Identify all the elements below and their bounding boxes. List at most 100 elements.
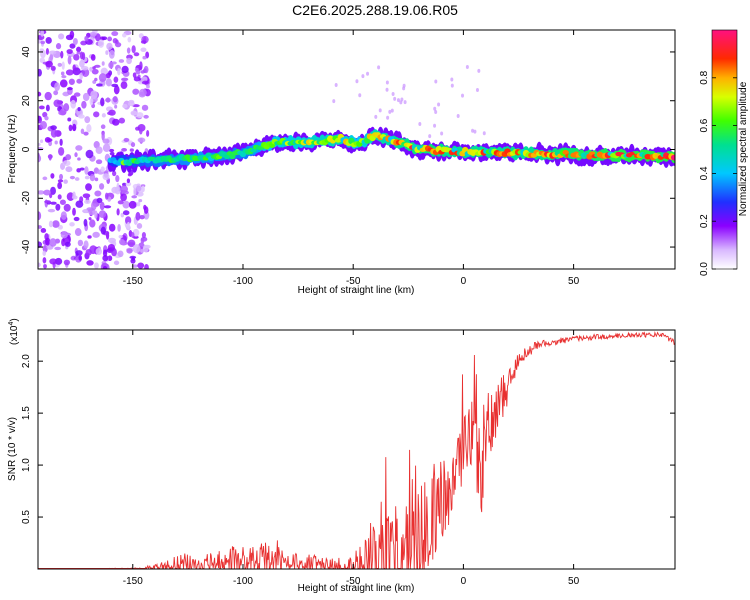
noise-speckle: [63, 259, 70, 266]
noise-speckle: [137, 262, 145, 269]
noise-speckle: [78, 114, 85, 119]
noise-speckle: [69, 30, 75, 39]
noise-speckle: [57, 194, 62, 200]
noise-speckle: [38, 142, 41, 147]
noise-speckle: [38, 68, 42, 77]
noise-speckle: [92, 231, 100, 238]
noise-speckle: [126, 248, 133, 254]
noise-speckle: [73, 53, 80, 61]
noise-speckle: [118, 117, 126, 124]
noise-speckle: [67, 117, 72, 122]
noise-speckle: [116, 182, 120, 192]
noise-speckle: [108, 148, 115, 153]
noise-speckle: [146, 84, 150, 89]
noise-speckle: [113, 76, 119, 83]
noise-speckle: [140, 40, 147, 44]
noise-speckle: [86, 124, 92, 133]
noise-speckle: [102, 143, 111, 153]
noise-speckle: [89, 98, 94, 106]
y-tick-label: -40: [21, 239, 32, 254]
noise-speckle: [44, 200, 52, 204]
noise-speckle: [99, 183, 105, 190]
noise-speckle: [434, 110, 438, 115]
noise-speckle: [90, 90, 98, 100]
noise-speckle: [92, 66, 96, 70]
noise-speckle: [85, 183, 92, 191]
noise-speckle: [64, 241, 71, 247]
noise-speckle: [118, 239, 125, 245]
noise-speckle: [99, 201, 105, 211]
noise-speckle: [50, 125, 57, 130]
noise-speckle: [450, 83, 454, 88]
noise-speckle: [115, 175, 120, 183]
noise-speckle: [83, 218, 88, 227]
noise-speckle: [465, 64, 469, 69]
x-tick-label: 50: [568, 576, 580, 587]
noise-speckle: [396, 98, 400, 103]
noise-speckle: [125, 216, 132, 225]
noise-speckle: [38, 262, 41, 268]
noise-speckle: [75, 250, 83, 256]
noise-speckle: [42, 176, 48, 181]
noise-speckle: [72, 191, 76, 199]
noise-speckle: [120, 193, 127, 202]
noise-speckle: [72, 37, 78, 45]
noise-speckle: [385, 80, 389, 85]
noise-speckle: [121, 147, 128, 152]
noise-speckle: [95, 146, 103, 155]
noise-speckle: [141, 231, 146, 239]
noise-speckle: [126, 178, 131, 184]
noise-speckle: [102, 138, 110, 144]
noise-speckle: [108, 49, 115, 59]
spectrogram-panel: -150 -100 -50 0 50 -40 -20 0 20 40 Height of str…: [7, 29, 676, 296]
noise-speckle: [133, 76, 141, 82]
noise-speckle: [58, 147, 65, 156]
noise-speckle: [120, 185, 128, 193]
noise-speckle: [133, 52, 140, 57]
noise-speckle: [450, 77, 454, 82]
noise-speckle: [43, 264, 47, 269]
noise-speckle: [38, 211, 42, 221]
noise-speckle: [141, 185, 145, 193]
noise-speckle: [74, 228, 82, 237]
noise-speckle: [77, 157, 81, 161]
noise-speckle: [83, 240, 89, 249]
noise-speckle: [76, 78, 83, 84]
noise-speckle: [108, 61, 114, 69]
noise-speckle: [47, 208, 56, 213]
noise-speckle: [55, 43, 62, 50]
noise-speckle: [94, 262, 99, 269]
noise-speckle: [456, 113, 460, 118]
noise-speckle: [67, 87, 73, 91]
noise-speckle: [46, 138, 53, 142]
noise-speckle: [54, 246, 62, 251]
noise-speckle: [92, 80, 97, 84]
x-tick-label: 50: [568, 276, 580, 287]
noise-speckle: [45, 104, 50, 112]
noise-speckle: [334, 83, 338, 88]
noise-speckle: [83, 131, 89, 136]
x-tick-label: -50: [346, 576, 361, 587]
noise-speckle: [39, 57, 46, 63]
noise-speckle: [84, 116, 91, 124]
noise-speckle: [40, 139, 44, 144]
noise-speckle: [114, 104, 118, 109]
noise-speckle: [122, 103, 128, 109]
noise-speckle: [122, 182, 127, 187]
noise-speckle: [84, 35, 89, 42]
noise-speckle: [127, 173, 132, 177]
noise-speckle: [94, 77, 98, 82]
noise-speckle: [390, 108, 394, 113]
noise-speckle: [82, 92, 90, 102]
noise-speckle: [57, 181, 63, 190]
spectrogram-xlabel: Height of straight line (km): [298, 285, 415, 296]
noise-speckle: [68, 124, 73, 132]
noise-speckle: [101, 36, 108, 41]
ridge-blob: [670, 154, 675, 161]
noise-speckle: [94, 210, 98, 219]
noise-speckle: [146, 130, 150, 137]
noise-speckle: [79, 51, 84, 60]
noise-speckle: [48, 154, 52, 161]
noise-speckle: [83, 208, 88, 213]
noise-speckle: [63, 179, 68, 184]
